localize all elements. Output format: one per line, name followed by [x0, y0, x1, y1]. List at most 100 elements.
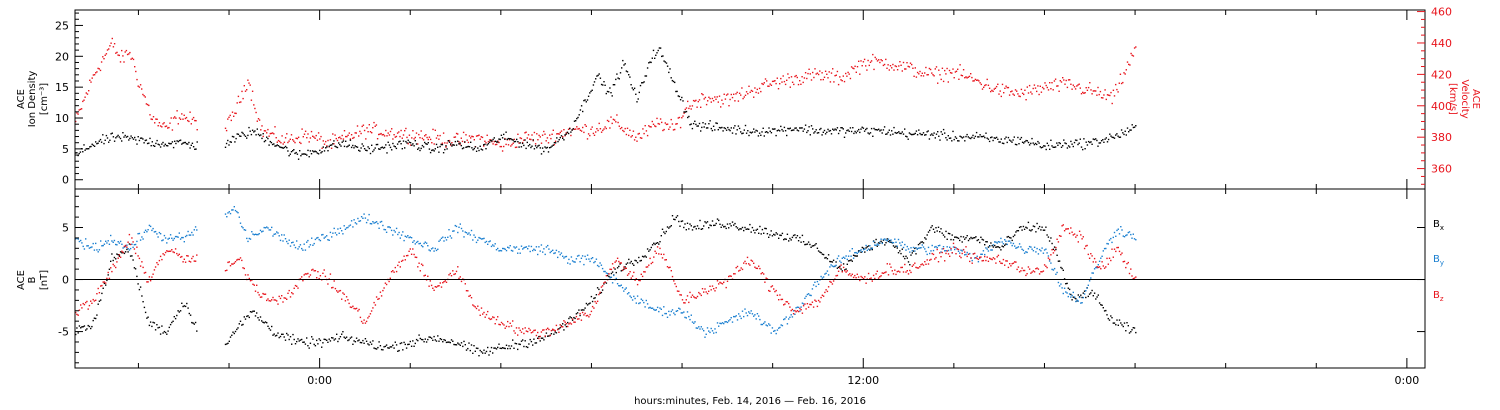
data-point-velocity [453, 136, 455, 138]
data-point-bz [417, 266, 419, 268]
data-point-velocity [152, 116, 155, 118]
data-point-velocity [1003, 92, 1005, 94]
data-point-ion-density [898, 131, 900, 133]
data-point-bx [434, 339, 436, 341]
data-point-velocity [941, 67, 944, 69]
data-point-bx [321, 346, 323, 348]
data-point-velocity [635, 136, 637, 138]
data-point-bx [941, 232, 943, 234]
data-point-by [152, 227, 154, 230]
data-point-bx [1046, 234, 1048, 236]
data-point-bz [784, 303, 786, 305]
data-point-ion-density [477, 147, 479, 149]
data-point-bz [736, 265, 739, 268]
data-point-bx [529, 338, 531, 341]
data-point-bx [1055, 248, 1057, 251]
data-point-by [499, 249, 501, 252]
data-point-bz [460, 280, 463, 283]
data-point-bz [1076, 234, 1078, 237]
data-point-by [685, 317, 687, 319]
data-point-by [821, 277, 824, 279]
data-point-bz [1001, 262, 1003, 265]
data-point-bz [934, 258, 936, 260]
data-point-velocity [657, 122, 659, 125]
data-point-ion-density [610, 92, 612, 94]
data-point-by [671, 309, 674, 311]
data-point-bz [277, 303, 279, 305]
data-point-ion-density [544, 146, 546, 148]
data-point-ion-density [1047, 144, 1050, 147]
data-point-velocity [143, 95, 145, 97]
data-point-bz [126, 246, 128, 248]
data-point-ion-density [754, 131, 756, 133]
data-point-bx [643, 256, 645, 258]
data-point-bz [646, 266, 649, 268]
data-point-bz [452, 270, 454, 272]
data-point-by [735, 315, 737, 317]
data-point-ion-density [1077, 143, 1079, 146]
data-point-velocity [512, 142, 514, 144]
data-point-bx [336, 333, 338, 335]
data-point-bz [82, 302, 84, 305]
data-point-velocity [519, 137, 521, 139]
data-point-ion-density [899, 132, 901, 135]
data-point-ion-density [492, 138, 494, 141]
data-point-velocity [700, 106, 702, 108]
data-point-bx [695, 228, 697, 230]
data-point-by [241, 225, 243, 228]
data-point-ion-density [279, 146, 281, 148]
data-point-ion-density [1004, 138, 1006, 140]
data-point-ion-density [585, 101, 587, 103]
data-point-bx [987, 246, 990, 248]
data-point-velocity [118, 54, 120, 57]
data-point-velocity [999, 90, 1001, 92]
data-point-by [500, 250, 503, 252]
data-point-ion-density [987, 138, 990, 140]
data-point-by [866, 249, 868, 252]
data-point-by [830, 264, 832, 266]
data-point-by [989, 245, 991, 248]
data-point-velocity [869, 61, 872, 63]
data-point-bz [434, 286, 436, 288]
data-point-bx [495, 348, 498, 350]
data-point-ion-density [642, 82, 644, 84]
data-point-velocity [776, 77, 778, 79]
data-point-velocity [1059, 80, 1061, 82]
data-point-bz [429, 280, 431, 282]
data-point-velocity [517, 133, 519, 135]
data-point-bz [904, 263, 906, 266]
data-point-bx [276, 334, 278, 337]
data-point-by [882, 238, 885, 241]
data-point-velocity [1036, 90, 1038, 93]
data-point-by [410, 237, 413, 239]
data-point-bx [192, 322, 194, 324]
data-point-velocity [1037, 85, 1039, 87]
data-point-bz [273, 299, 275, 301]
data-point-by [976, 255, 978, 257]
data-point-ion-density [1130, 129, 1132, 131]
data-point-ion-density [336, 146, 339, 149]
data-point-ion-density [141, 137, 143, 139]
data-point-bz [192, 255, 194, 258]
data-point-bx [1036, 222, 1038, 225]
data-point-ion-density [876, 129, 879, 131]
data-point-by [919, 247, 921, 249]
data-point-velocity [347, 134, 349, 136]
data-point-bz [397, 264, 399, 267]
data-point-velocity [503, 145, 505, 148]
data-point-by [81, 242, 83, 244]
data-point-ion-density [728, 128, 730, 131]
data-point-by [379, 221, 382, 223]
data-point-by [631, 299, 634, 301]
data-point-ion-density [102, 134, 104, 136]
data-point-by [1067, 295, 1069, 298]
data-point-bx [373, 347, 375, 349]
data-point-by [785, 316, 787, 318]
data-point-bx [392, 344, 394, 346]
data-point-bx [425, 341, 428, 343]
data-point-velocity [850, 66, 853, 68]
data-point-bx [700, 228, 702, 230]
data-point-velocity [795, 74, 797, 77]
data-point-bz [640, 273, 642, 275]
data-point-velocity [1063, 79, 1065, 81]
